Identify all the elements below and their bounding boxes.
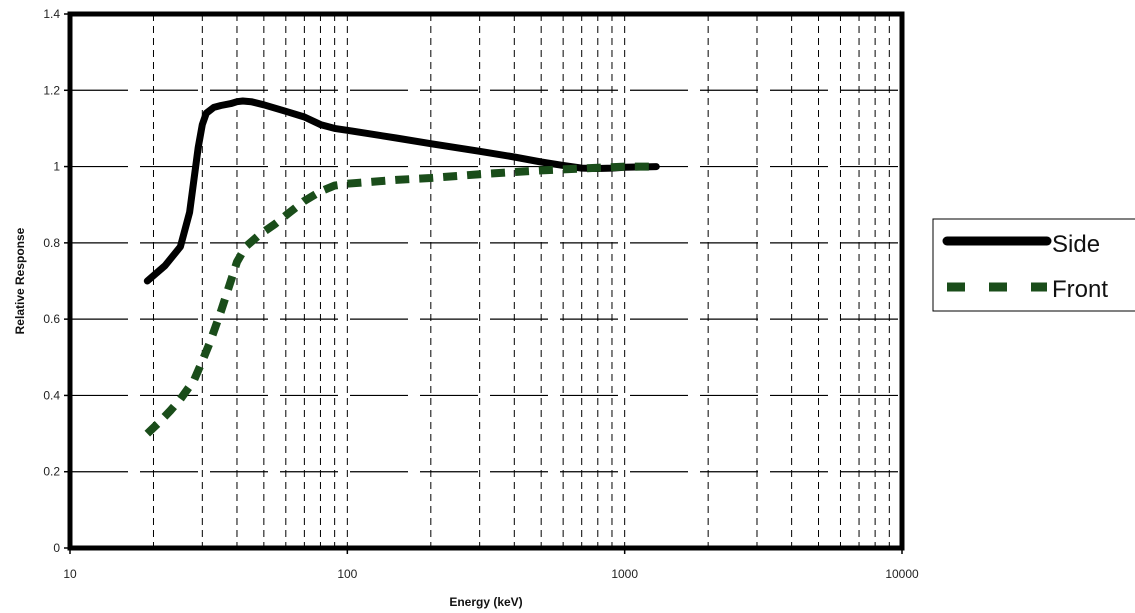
x-tick-label: 10 bbox=[63, 567, 77, 581]
x-tick-label: 1000 bbox=[611, 567, 638, 581]
y-axis-ticks: 0 0.2 0.4 0.6 0.8 1 1.2 1.4 bbox=[43, 7, 70, 555]
y-tick-label: 1 bbox=[53, 160, 60, 174]
y-tick-label: 0.6 bbox=[43, 312, 60, 326]
plot-area-frame bbox=[67, 11, 905, 551]
y-tick-label: 0.8 bbox=[43, 236, 60, 250]
legend-front-label: Front bbox=[1052, 276, 1108, 303]
x-tick-label: 10000 bbox=[885, 567, 919, 581]
y-tick-label: 1.2 bbox=[43, 83, 60, 97]
legend-side-label: Side bbox=[1052, 231, 1100, 258]
legend-box bbox=[932, 218, 1135, 312]
x-axis-title: Energy (keV) bbox=[449, 595, 522, 609]
x-tick-label: 100 bbox=[337, 567, 357, 581]
x-axis-ticks: 10 100 1000 10000 bbox=[63, 548, 919, 581]
y-tick-label: 0.2 bbox=[43, 465, 60, 479]
legend: Side Front bbox=[932, 218, 1135, 312]
y-tick-label: 1.4 bbox=[43, 7, 60, 21]
y-tick-label: 0 bbox=[53, 541, 60, 555]
y-axis-title: Relative Response bbox=[13, 227, 27, 334]
series-line-side bbox=[143, 97, 660, 285]
y-tick-label: 0.4 bbox=[43, 388, 60, 402]
grid-lines bbox=[70, 14, 902, 548]
series-line-front bbox=[144, 162, 657, 437]
series-lines bbox=[143, 97, 660, 437]
